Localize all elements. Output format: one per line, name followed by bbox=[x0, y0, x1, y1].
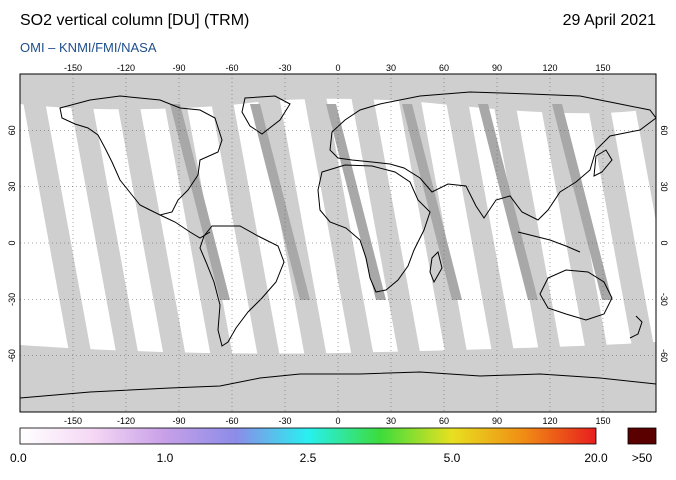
longitude-label: 0 bbox=[335, 63, 340, 73]
longitude-label: 150 bbox=[595, 63, 610, 73]
longitude-label: 60 bbox=[439, 63, 449, 73]
japan-coast bbox=[593, 149, 613, 177]
greenland-coast bbox=[241, 95, 291, 135]
latitude-label: -30 bbox=[7, 293, 17, 306]
swath-dark-band bbox=[326, 104, 386, 300]
latitude-label: -60 bbox=[7, 349, 17, 362]
colorbar-label: 1.0 bbox=[157, 451, 174, 465]
swath-dark-band bbox=[250, 104, 310, 300]
swath-gap bbox=[159, 74, 243, 412]
swath-gap bbox=[488, 74, 572, 412]
longitude-label: -90 bbox=[172, 416, 185, 426]
central-america-coast bbox=[159, 214, 211, 239]
north-america-coast bbox=[59, 95, 223, 216]
longitude-label: -150 bbox=[64, 416, 82, 426]
map-area bbox=[20, 74, 656, 412]
swath-gap bbox=[65, 74, 149, 412]
swath-gap bbox=[535, 74, 619, 412]
eurasia-coast bbox=[329, 91, 656, 221]
australia-coast bbox=[539, 269, 613, 321]
africa-coast bbox=[317, 164, 431, 293]
longitude-label: 30 bbox=[386, 63, 396, 73]
longitude-label: 60 bbox=[439, 416, 449, 426]
latitude-label: 0 bbox=[7, 240, 17, 245]
longitude-label: -120 bbox=[117, 63, 135, 73]
swath-gap bbox=[112, 74, 196, 412]
swath-dark-band bbox=[402, 104, 462, 300]
longitude-label: 120 bbox=[542, 416, 557, 426]
longitude-label: 0 bbox=[335, 416, 340, 426]
map-frame bbox=[19, 73, 657, 413]
longitude-label: -90 bbox=[172, 63, 185, 73]
latitude-label: 60 bbox=[659, 125, 669, 135]
colorbar bbox=[19, 427, 597, 445]
colorbar-label: 0.0 bbox=[10, 451, 27, 465]
latitude-label: 60 bbox=[7, 125, 17, 135]
orbit-swaths bbox=[20, 74, 656, 412]
swath-gap bbox=[300, 74, 384, 412]
data-credit: OMI – KNMI/FMI/NASA bbox=[20, 40, 157, 55]
indonesia-coast bbox=[517, 231, 581, 253]
latitude-label: -60 bbox=[659, 349, 669, 362]
longitude-label: 120 bbox=[542, 63, 557, 73]
colorbar-label: 2.5 bbox=[300, 451, 317, 465]
colorbar-overflow-swatch bbox=[627, 427, 657, 445]
top-longitude-labels: -150 -120 -90 -60 -30 0 30 60 90 120 150 bbox=[64, 63, 611, 73]
swath-dark-band bbox=[478, 104, 538, 300]
latitude-label: -30 bbox=[659, 293, 669, 306]
swath-gap bbox=[441, 74, 525, 412]
colorbar-label: 20.0 bbox=[584, 451, 608, 465]
longitude-label: 90 bbox=[492, 416, 502, 426]
colorbar-label: >50 bbox=[632, 451, 653, 465]
map-date: 29 April 2021 bbox=[562, 12, 656, 29]
latitude-label: 0 bbox=[659, 240, 669, 245]
swath-gap bbox=[347, 74, 431, 412]
latitude-label: 30 bbox=[7, 182, 17, 192]
latitude-label: 30 bbox=[659, 182, 669, 192]
new-zealand-coast bbox=[629, 315, 643, 339]
left-latitude-labels: 60 30 0 -30 -60 bbox=[7, 125, 17, 362]
map-title: SO2 vertical column [DU] (TRM) bbox=[20, 12, 250, 29]
graticule bbox=[20, 74, 656, 412]
swath-gap bbox=[629, 74, 656, 222]
colorbar-labels: 0.0 1.0 2.5 5.0 20.0 >50 bbox=[10, 451, 653, 465]
swath-dark-band bbox=[170, 104, 230, 300]
right-latitude-labels: 60 30 0 -30 -60 bbox=[659, 125, 669, 362]
longitude-label: -30 bbox=[278, 63, 291, 73]
madagascar-coast bbox=[429, 251, 443, 284]
longitude-label: 30 bbox=[386, 416, 396, 426]
longitude-label: -60 bbox=[225, 416, 238, 426]
longitude-label: -120 bbox=[117, 416, 135, 426]
colorbar-label: 5.0 bbox=[444, 451, 461, 465]
longitude-label: -150 bbox=[64, 63, 82, 73]
swath-gap bbox=[20, 74, 102, 412]
longitude-label: -30 bbox=[278, 416, 291, 426]
longitude-label: 90 bbox=[492, 63, 502, 73]
swath-dark-band bbox=[552, 104, 612, 300]
swath-gap bbox=[582, 74, 656, 412]
bottom-longitude-labels: -150 -120 -90 -60 -30 0 30 60 90 120 150 bbox=[64, 416, 611, 426]
longitude-label: -60 bbox=[225, 63, 238, 73]
longitude-label: 150 bbox=[595, 416, 610, 426]
